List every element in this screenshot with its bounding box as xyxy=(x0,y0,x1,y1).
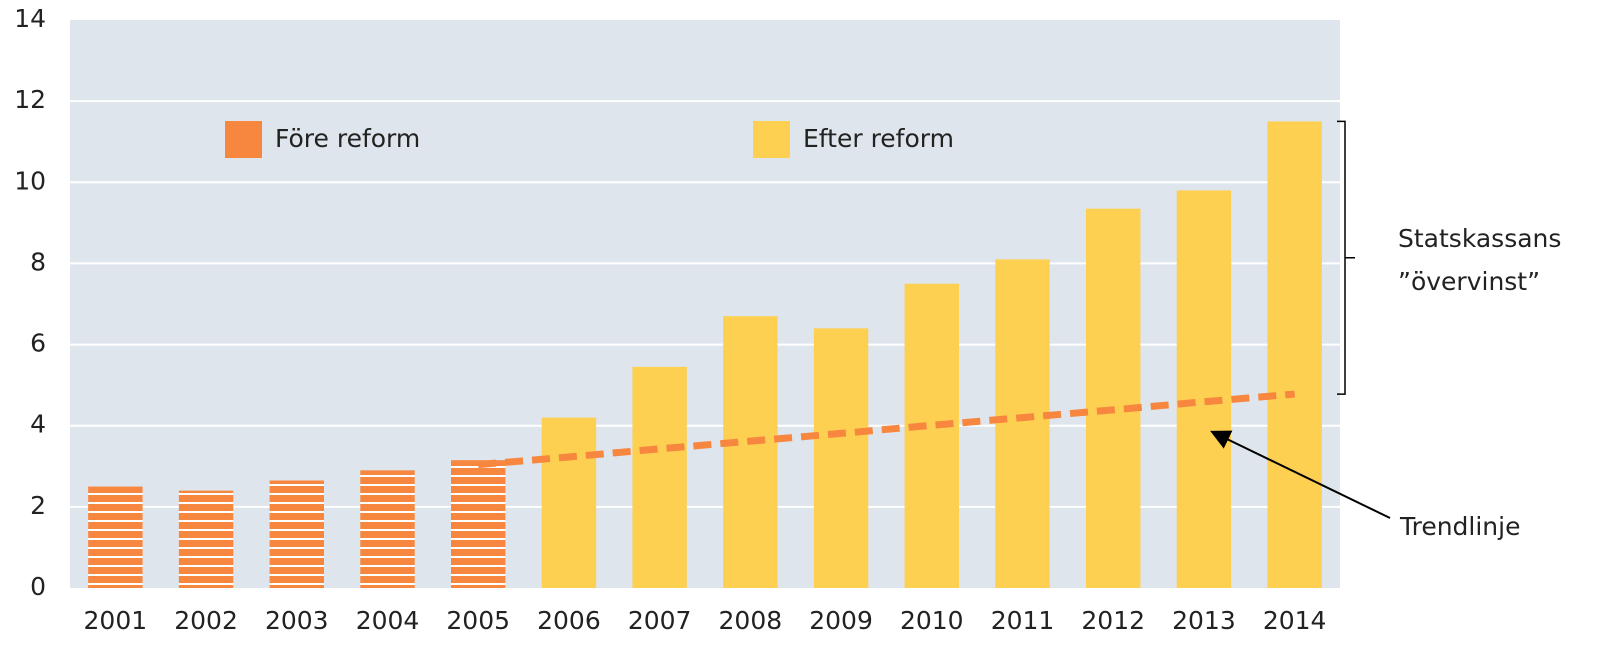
bar xyxy=(1086,208,1141,588)
x-tick-label: 2005 xyxy=(446,606,510,635)
bar xyxy=(269,480,324,588)
x-tick-label: 2004 xyxy=(356,606,420,635)
bar xyxy=(360,470,415,588)
x-tick-label: 2001 xyxy=(84,606,148,635)
x-tick-label: 2008 xyxy=(719,606,783,635)
y-tick-label: 14 xyxy=(14,4,46,33)
x-tick-label: 2009 xyxy=(809,606,873,635)
bar xyxy=(1176,190,1232,588)
bar xyxy=(632,366,687,588)
x-tick-label: 2014 xyxy=(1263,606,1327,635)
bar xyxy=(451,460,506,588)
y-tick-label: 4 xyxy=(30,410,46,439)
y-tick-label: 0 xyxy=(30,572,46,601)
legend-label: Före reform xyxy=(275,124,420,153)
legend-swatch xyxy=(753,121,790,158)
x-tick-label: 2002 xyxy=(174,606,238,635)
y-tick-label: 12 xyxy=(14,85,46,114)
x-tick-label: 2003 xyxy=(265,606,329,635)
legend-label: Efter reform xyxy=(803,124,954,153)
legend-swatch xyxy=(225,121,262,158)
annotation: Statskassans xyxy=(1398,224,1561,253)
bar xyxy=(88,486,143,588)
trend-line xyxy=(477,390,1295,469)
bar xyxy=(178,490,234,588)
bracket xyxy=(1337,120,1355,395)
x-tick-label: 2011 xyxy=(991,606,1055,635)
bar xyxy=(541,417,597,588)
arrow xyxy=(1210,430,1391,519)
bar xyxy=(904,283,959,588)
bar xyxy=(813,328,869,588)
x-tick-label: 2010 xyxy=(900,606,964,635)
bar xyxy=(995,259,1050,588)
y-tick-label: 10 xyxy=(14,166,46,195)
bar xyxy=(1267,121,1322,588)
plot-area xyxy=(70,20,1340,588)
x-tick-label: 2006 xyxy=(537,606,601,635)
annotation: Trendlinje xyxy=(1399,512,1520,541)
x-tick-label: 2013 xyxy=(1172,606,1236,635)
bar xyxy=(723,316,778,588)
y-tick-label: 2 xyxy=(30,491,46,520)
annotation: ”övervinst” xyxy=(1398,267,1540,296)
y-tick-label: 6 xyxy=(30,329,46,358)
x-tick-label: 2012 xyxy=(1081,606,1145,635)
x-tick-label: 2007 xyxy=(628,606,692,635)
y-tick-label: 8 xyxy=(30,247,46,276)
